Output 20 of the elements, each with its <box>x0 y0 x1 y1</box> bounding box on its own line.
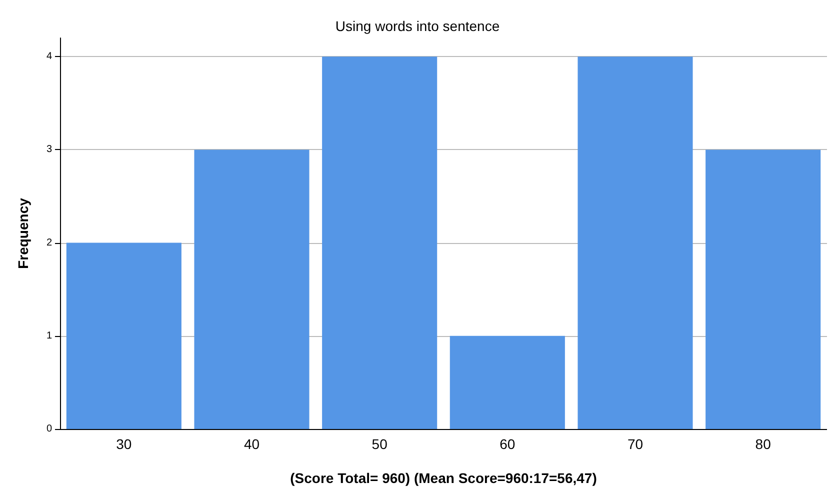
x-tick-label: 30 <box>116 436 132 452</box>
bar <box>578 56 693 429</box>
x-axis-title: (Score Total= 960) (Mean Score=960:17=56,47) <box>290 470 597 486</box>
bar <box>66 242 182 429</box>
y-tick-label: 3 <box>46 144 52 156</box>
y-axis-title: Frequency <box>15 198 31 269</box>
x-tick-label: 70 <box>627 436 644 452</box>
bar <box>706 150 821 429</box>
x-tick-label: 40 <box>244 436 260 452</box>
bar <box>322 56 438 429</box>
y-tick-label: 0 <box>46 424 52 434</box>
chart-title: Using words into sentence <box>335 18 500 34</box>
y-tick-label: 1 <box>46 330 52 342</box>
y-tick-label: 2 <box>46 237 52 248</box>
bar <box>194 150 310 429</box>
x-tick-label: 60 <box>500 436 516 452</box>
x-tick-label: 80 <box>755 436 772 452</box>
x-tick-label: 50 <box>372 436 388 452</box>
y-tick-label: 4 <box>46 51 52 62</box>
bar <box>450 336 565 429</box>
